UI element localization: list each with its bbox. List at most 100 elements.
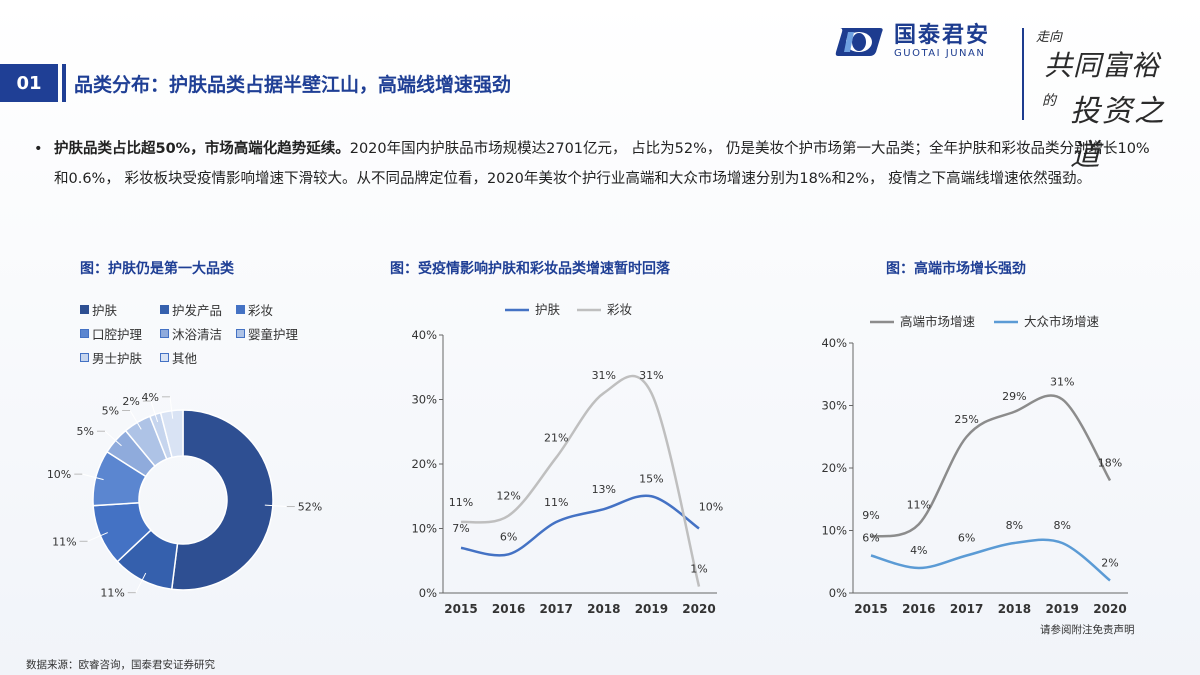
data-label: 4%	[910, 544, 927, 557]
line-chart-1-title: 图：受疫情影响护肤和彩妆品类增速暂时回落	[390, 261, 670, 277]
line-chart-2: 高端市场增速 大众市场增速 0% 10% 20% 30% 40% 2015 2016 2017 20…	[821, 314, 1128, 616]
y-tick-label: 40%	[821, 336, 847, 350]
line-chart-1: 护肤 彩妆 0% 10% 20% 30% 40% 2015 2016 2017 2018 2019 20…	[411, 302, 723, 616]
pie-leader-line	[264, 504, 287, 508]
legend-label: 彩妆	[248, 303, 274, 318]
section-number: 01	[0, 64, 58, 102]
x-tick-label: 2016	[902, 602, 935, 616]
series-line	[870, 394, 1112, 538]
legend-label: 婴童护理	[248, 327, 299, 342]
pie-leader-line	[87, 532, 108, 542]
data-label: 18%	[1098, 457, 1122, 470]
data-label: 2%	[1101, 557, 1118, 570]
pie-legend-item: 护发产品	[160, 300, 222, 319]
legend-label: 口腔护理	[92, 327, 143, 342]
y-tick-label: 40%	[411, 328, 437, 342]
pie-legend-item: 其他	[160, 348, 197, 367]
pie-slice	[170, 409, 274, 591]
data-label: 12%	[496, 490, 520, 503]
data-label: 31%	[1050, 375, 1074, 388]
line-chart-2-title: 图：高端市场增长强劲	[886, 261, 1026, 277]
data-label: 8%	[1053, 519, 1070, 532]
x-tick-label: 2017	[539, 602, 572, 616]
y-tick-label: 0%	[419, 586, 437, 600]
pie-data-label: 10%	[47, 468, 71, 481]
pie-legend-item: 口腔护理	[80, 324, 142, 343]
data-label: 13%	[592, 483, 616, 496]
bullet-body-text: 2020年国内护肤品市场规模达2701亿元， 占比为52%， 仍是美妆个护市场第…	[54, 141, 1150, 187]
pie-data-label: 4%	[142, 391, 159, 404]
pie-data-label: 11%	[100, 587, 124, 600]
pie-data-label: 11%	[52, 535, 76, 548]
data-label: 15%	[639, 472, 663, 485]
data-label: 21%	[544, 432, 568, 445]
legend-swatch	[80, 329, 89, 338]
data-source: 数据来源：欧睿咨询，国泰君安证券研究	[26, 659, 215, 671]
brand-logo: 国泰君安 GUOTAI JUNAN	[834, 24, 990, 60]
legend-label: 护发产品	[172, 303, 223, 318]
x-tick-label: 2020	[682, 602, 715, 616]
data-label: 11%	[544, 496, 568, 509]
slogan-part-3: 的	[1042, 93, 1056, 109]
logo-divider	[1022, 28, 1024, 120]
line-legend-item: 大众市场增速	[994, 314, 1100, 329]
pie-legend-item: 婴童护理	[236, 324, 298, 343]
pie-leader-line	[82, 473, 104, 481]
data-label: 11%	[449, 496, 473, 509]
x-tick-label: 2019	[635, 602, 668, 616]
data-label: 8%	[1006, 519, 1023, 532]
data-label: 9%	[862, 509, 879, 522]
x-tick-label: 2018	[998, 602, 1031, 616]
slogan-part-4: 投资之道	[1070, 94, 1166, 173]
slogan-part-2: 共同富裕	[1044, 49, 1161, 82]
y-tick-label: 30%	[821, 399, 847, 413]
pie-data-label: 5%	[77, 425, 94, 438]
y-tick-label: 0%	[829, 586, 847, 600]
data-label: 31%	[592, 369, 616, 382]
legend-label: 男士护肤	[92, 351, 143, 366]
data-label: 7%	[452, 522, 469, 535]
legend-label: 沐浴清洁	[172, 327, 223, 342]
legend-swatch	[236, 305, 245, 314]
x-tick-label: 2015	[444, 602, 477, 616]
pie-leader-line	[104, 430, 122, 447]
logo-mark-icon	[835, 28, 883, 56]
disclaimer-note: 请参阅附注免责声明	[1040, 624, 1135, 636]
pie-data-label: 52%	[298, 501, 322, 514]
data-label: 29%	[1002, 390, 1026, 403]
logo-chinese: 国泰君安	[894, 23, 991, 48]
summary-bullet: • 护肤品类占比超50%，市场高端化趋势延续。2020年国内护肤品市场规模达27…	[34, 134, 1164, 194]
y-tick-label: 20%	[821, 461, 847, 475]
line-legend-item: 彩妆	[577, 302, 632, 317]
data-label: 6%	[862, 532, 879, 545]
pie-data-label: 2%	[122, 395, 139, 408]
section-title: 品类分布：护肤品类占据半壁江山，高端线增速强劲	[74, 74, 512, 96]
legend-swatch	[160, 329, 169, 338]
bullet-dot: •	[34, 141, 43, 157]
pie-legend-item: 护肤	[80, 300, 117, 319]
pie-legend-item: 彩妆	[236, 300, 273, 319]
legend-swatch	[80, 305, 89, 314]
line-legend-item: 高端市场增速	[870, 314, 976, 329]
legend-swatch	[160, 353, 169, 362]
data-label: 6%	[500, 530, 517, 543]
data-label: 31%	[639, 369, 663, 382]
pie-leader-line	[135, 572, 147, 593]
legend-label: 高端市场增速	[900, 314, 976, 329]
series-line	[870, 538, 1111, 582]
pie-leader-line	[169, 396, 174, 419]
x-tick-label: 2016	[492, 602, 525, 616]
series-line	[460, 494, 700, 557]
y-tick-label: 30%	[411, 393, 437, 407]
series-line	[460, 374, 701, 587]
data-label: 10%	[699, 501, 723, 514]
legend-label: 其他	[172, 351, 198, 366]
pie-leader-line	[150, 400, 159, 423]
logo-english: GUOTAI JUNAN	[894, 48, 986, 59]
slogan-part-1: 走向	[1036, 30, 1063, 45]
pie-legend-item: 男士护肤	[80, 348, 142, 367]
pie-leader-line	[129, 410, 142, 430]
y-tick-label: 10%	[821, 524, 847, 538]
y-tick-label: 20%	[411, 457, 437, 471]
